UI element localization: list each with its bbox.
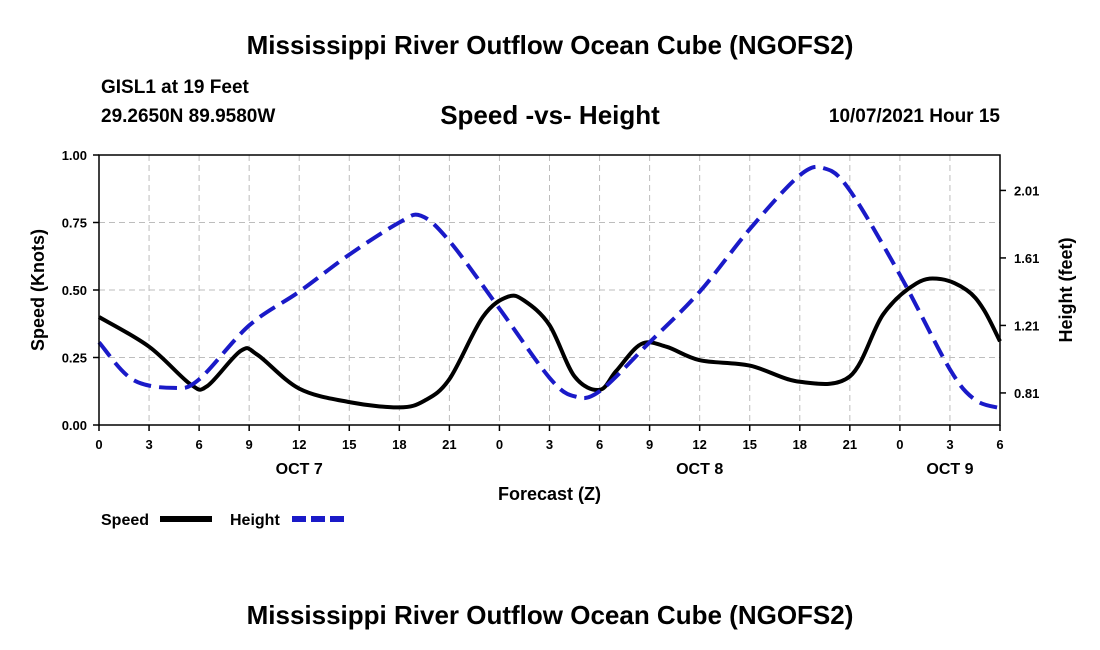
legend-label-speed: Speed [101,512,149,529]
day-label: OCT 8 [676,461,723,478]
x-tick-label: 15 [742,437,756,452]
main-title: Mississippi River Outflow Ocean Cube (NG… [246,30,854,60]
x-tick-label: 18 [793,437,807,452]
x-tick-label: 0 [896,437,903,452]
x-tick-label: 9 [246,437,253,452]
x-tick-label: 6 [996,437,1003,452]
y2-axis-title: Height (feet) [1056,238,1076,343]
y-tick-label: 0.00 [62,418,87,433]
x-tick-label: 0 [95,437,102,452]
x-tick-label: 12 [692,437,706,452]
x-tick-label: 12 [292,437,306,452]
x-tick-label: 3 [145,437,152,452]
y-tick-label: 0.75 [62,216,87,231]
footer-title: Mississippi River Outflow Ocean Cube (NG… [246,600,854,630]
day-label: OCT 9 [926,461,973,478]
y2-tick-label: 1.61 [1014,251,1039,266]
station-coordinates: 29.2650N 89.9580W [101,106,276,127]
y-tick-label: 1.00 [62,148,87,163]
y2-tick-label: 2.01 [1014,183,1039,198]
station-label: GISL1 at 19 Feet [101,77,249,98]
x-tick-label: 0 [496,437,503,452]
y2-tick-label: 1.21 [1014,318,1039,333]
y-axis-title: Speed (Knots) [28,229,48,351]
x-tick-label: 3 [546,437,553,452]
x-tick-label: 6 [195,437,202,452]
y-tick-label: 0.50 [62,283,87,298]
series-line-height [97,164,1001,411]
series-line-speed [97,276,1002,410]
x-tick-label: 15 [342,437,356,452]
y2-tick-label: 0.81 [1014,386,1039,401]
forecast-datetime: 10/07/2021 Hour 15 [828,106,1000,127]
x-tick-label: 21 [442,437,456,452]
legend: Speed Height [101,512,344,529]
x-tick-label: 3 [946,437,953,452]
day-label: OCT 7 [276,461,323,478]
x-tick-label: 21 [843,437,857,452]
x-tick-label: 18 [392,437,406,452]
legend-label-height: Height [230,512,280,529]
y-tick-label: 0.25 [62,351,87,366]
x-tick-label: 9 [646,437,653,452]
x-axis-title: Forecast (Z) [498,484,601,504]
chart-subtitle: Speed -vs- Height [440,100,660,130]
x-tick-label: 6 [596,437,603,452]
